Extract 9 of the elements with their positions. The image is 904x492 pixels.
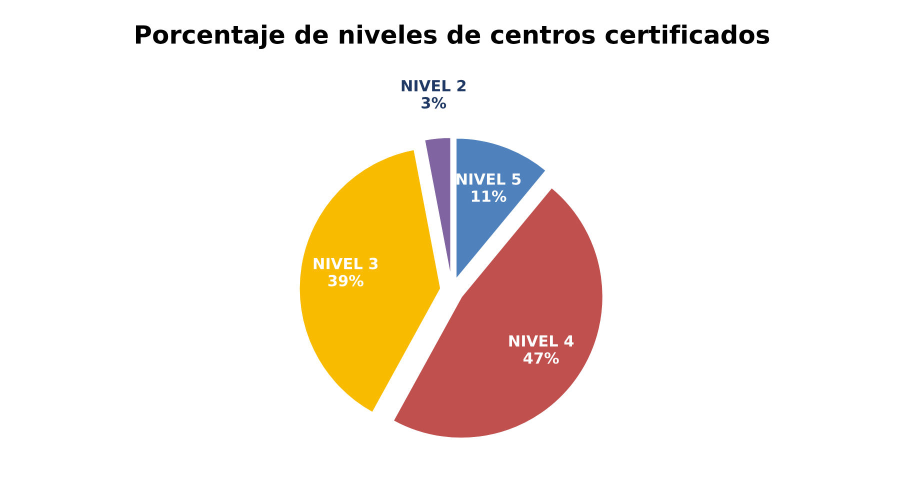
slice-label: NIVEL 2 — [402, 80, 466, 92]
slice-label: NIVEL 3 — [314, 258, 378, 270]
data-label: 39% — [328, 274, 364, 286]
slice-label: NIVEL 4 — [509, 335, 574, 346]
slice-label: NIVEL 5 — [456, 173, 521, 185]
data-label: 11% — [472, 190, 506, 202]
data-label: 3% — [422, 97, 446, 109]
data-label: 47% — [523, 352, 559, 364]
chart-title: Porcentaje de niveles de centros certificados — [136, 24, 770, 49]
